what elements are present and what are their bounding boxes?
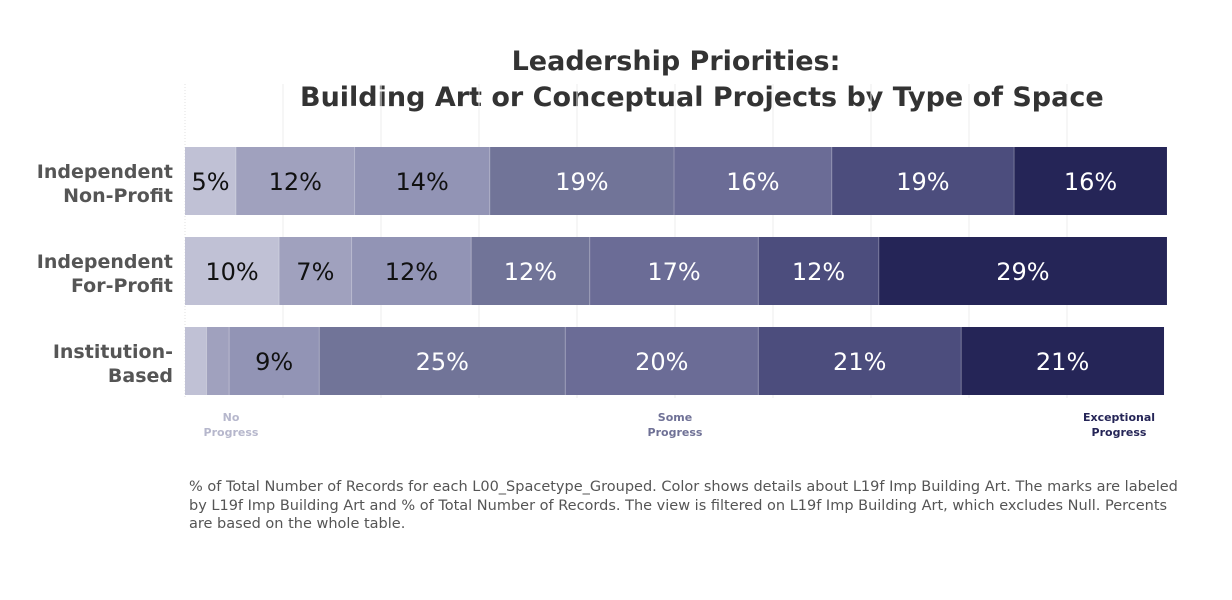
category-label-line-1: Independent — [37, 251, 173, 273]
bar-value-label: 25% — [416, 348, 469, 376]
bar-value-label: 12% — [269, 168, 322, 196]
bar-segment — [758, 237, 879, 305]
bar-value-label: 21% — [1036, 348, 1089, 376]
bar-value-label: 9% — [255, 348, 293, 376]
bar-value-label: 29% — [996, 258, 1049, 286]
legend-label-line-1: Some — [657, 411, 693, 424]
category-label-line-1: Institution- — [53, 341, 173, 363]
bar-segment — [185, 327, 207, 395]
bar-value-label: 17% — [647, 258, 700, 286]
legend-label-line-1: No — [222, 411, 240, 424]
bar-segment — [831, 147, 1015, 215]
chart-caption: % of Total Number of Records for each L0… — [189, 479, 1178, 532]
bar-segment — [758, 327, 962, 395]
chart-title: Leadership Priorities: Building Art or C… — [300, 44, 1104, 116]
bar-segment — [185, 237, 280, 305]
chart-title-line-2: Building Art or Conceptual Projects by T… — [300, 82, 1104, 113]
bar-value-label: 14% — [395, 168, 448, 196]
bar-value-label: 12% — [792, 258, 845, 286]
bar-segment — [589, 237, 759, 305]
bar-segment — [229, 327, 320, 395]
bar-value-label: 5% — [191, 168, 229, 196]
legend-label-line-2: Progress — [1091, 426, 1147, 439]
bar-segment — [354, 147, 490, 215]
legend-label-some-progress: Some Progress — [620, 410, 730, 440]
bar-segment — [674, 147, 832, 215]
bar-segment — [206, 327, 230, 395]
chart-title-line-1: Leadership Priorities: — [511, 46, 841, 77]
bar-value-label: 12% — [385, 258, 438, 286]
legend-label-line-2: Progress — [203, 426, 259, 439]
bar-value-label: 12% — [504, 258, 557, 286]
bar-segment — [489, 147, 675, 215]
bar-segment — [961, 327, 1165, 395]
bar-value-label: 20% — [635, 348, 688, 376]
bar-value-label: 16% — [726, 168, 779, 196]
category-label-line-1: Independent — [37, 161, 173, 183]
legend-label-line-1: Exceptional — [1082, 411, 1156, 424]
bar-segment — [878, 237, 1167, 305]
bar-segment — [185, 147, 236, 215]
bar-value-label: 19% — [555, 168, 608, 196]
category-label-line-2: Non-Profit — [63, 185, 173, 207]
legend-label-no-progress: No Progress — [176, 410, 286, 440]
bar-segment — [565, 327, 759, 395]
category-label-line-2: For-Profit — [71, 275, 173, 297]
legend-label-line-2: Progress — [647, 426, 703, 439]
bar-segment — [279, 237, 352, 305]
bar-segment — [471, 237, 590, 305]
bar-value-label: 16% — [1064, 168, 1117, 196]
legend-label-exceptional-progress: Exceptional Progress — [1064, 410, 1174, 440]
bar-segment — [235, 147, 355, 215]
bar-segment — [351, 237, 472, 305]
bar-segment — [1014, 147, 1167, 215]
bar-value-label: 10% — [205, 258, 258, 286]
bar-value-label: 21% — [833, 348, 886, 376]
category-label-line-2: Based — [108, 365, 173, 387]
bar-value-label: 19% — [896, 168, 949, 196]
bar-segment — [319, 327, 566, 395]
bar-value-label: 7% — [296, 258, 334, 286]
